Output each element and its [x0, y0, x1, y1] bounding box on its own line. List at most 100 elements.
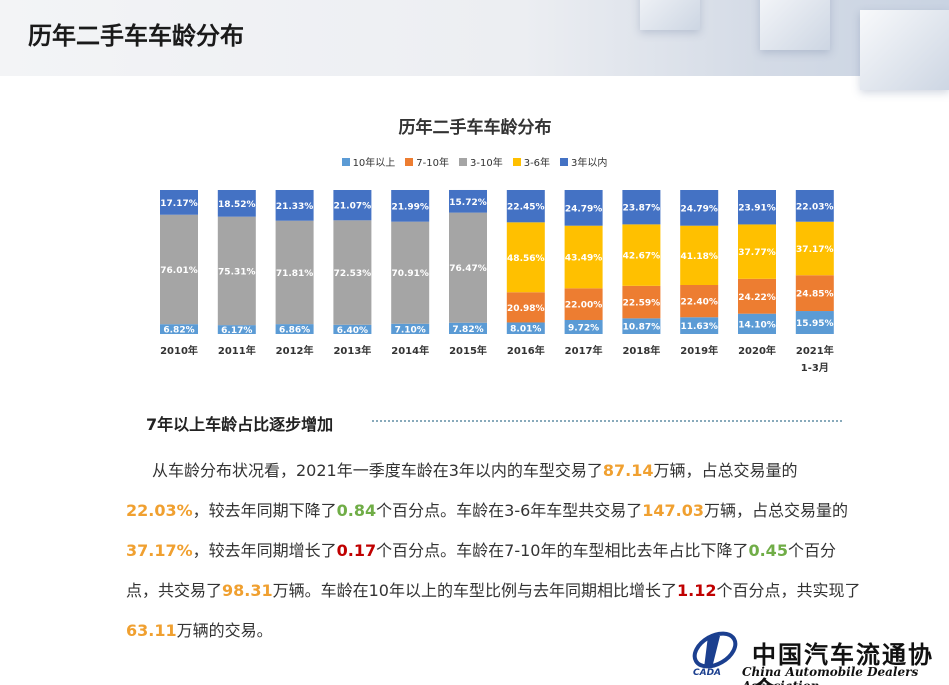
bar-segment [622, 190, 661, 225]
value-label: 20.98% [507, 304, 545, 314]
value-label: 75.31% [218, 267, 256, 277]
legend-label: 3-6年 [523, 158, 551, 169]
value-label: 10.87% [623, 323, 661, 333]
bar-segment [564, 320, 603, 334]
value-label: 21.99% [391, 202, 429, 212]
x-tick-label: 2020年 [738, 346, 776, 357]
bar-segment [217, 325, 256, 334]
bar-segment [506, 322, 545, 334]
bar-segment [333, 324, 372, 334]
highlight: 37.17% [126, 541, 193, 560]
section-heading: 7年以上车龄占比逐步增加 [146, 415, 334, 434]
legend-item: 3-10年 [459, 154, 503, 169]
highlight: 0.45 [748, 541, 788, 560]
value-label: 24.79% [680, 204, 718, 214]
value-label: 22.45% [507, 203, 545, 213]
bar-segment [738, 278, 776, 314]
value-label: 43.49% [565, 254, 603, 264]
x-tick-label: 2012年 [275, 346, 314, 357]
text-run: 万辆的交易。 [176, 621, 273, 640]
legend-swatch [512, 157, 521, 166]
value-label: 37.17% [796, 245, 834, 255]
highlight: 1.12 [677, 581, 717, 600]
value-label: 24.79% [565, 204, 603, 214]
value-label: 18.52% [218, 200, 256, 210]
text-run: ，较去年同期下降了 [192, 501, 337, 520]
value-label: 24.85% [796, 290, 834, 300]
bar-segment [391, 323, 430, 334]
highlight: 0.17 [336, 541, 377, 560]
bar-segment [738, 224, 776, 279]
value-label: 6.86% [279, 326, 310, 336]
bar-segment [564, 225, 603, 289]
highlight: 147.03 [642, 501, 705, 520]
bar-segment [680, 225, 719, 285]
logo-text: CADA [693, 668, 722, 678]
x-tick-label: 2016年 [506, 346, 545, 357]
decor [640, 0, 700, 30]
legend-swatch [341, 157, 350, 166]
x-tick-label: 2019年 [680, 346, 719, 357]
x-tick-label: 2021年 1-3月 [795, 346, 834, 374]
bar-segment [506, 190, 545, 223]
value-label: 76.47% [449, 264, 487, 274]
legend-swatch [459, 157, 467, 166]
chart-title: 历年二手车车龄分布 [399, 117, 552, 138]
text-run: ，较去年同期增长了 [192, 541, 337, 560]
value-label: 22.03% [796, 202, 834, 212]
bar-segment [795, 221, 834, 276]
value-label: 42.67% [623, 252, 661, 262]
bar-segment [275, 190, 314, 221]
highlight: 63.11 [126, 621, 177, 640]
legend-item: 10年以上 [341, 154, 395, 169]
bar-segment [506, 222, 545, 293]
legend: 10年以上 7-10年 3-10年 3-6年 3年以内 [0, 154, 949, 169]
bar-segment [564, 288, 603, 321]
bar-segment [275, 324, 314, 334]
value-label: 11.63% [680, 322, 718, 332]
value-label: 9.72% [568, 324, 599, 334]
bar-segment [622, 285, 661, 319]
x-tick-label: 2018年 [622, 346, 661, 357]
value-label: 37.77% [738, 248, 776, 258]
x-tick-label: 2013年 [333, 346, 372, 357]
bar-segment [795, 275, 834, 312]
value-label: 15.72% [449, 198, 487, 208]
text-run: 个百分点。车龄在3-6年车型共交易了 [376, 501, 643, 520]
decor [860, 10, 949, 90]
value-label: 6.82% [163, 326, 194, 336]
bar-segment [680, 190, 719, 226]
bar-segment [506, 292, 545, 323]
value-label: 71.81% [276, 269, 314, 279]
decor [760, 0, 830, 50]
logo [692, 631, 738, 669]
x-tick-label: 2017年 [564, 346, 603, 357]
bar-segment [795, 190, 834, 222]
text-run: 从车龄分布状况看，2021年一季度车龄在3年以内的车型交易了 [152, 461, 603, 480]
legend-label: 7-10年 [416, 158, 449, 169]
text-run: 万辆，占总交易量的 [704, 501, 849, 520]
legend-swatch [560, 157, 569, 166]
org-name: 中国汽车流通协会 [752, 640, 934, 685]
bar-segment [391, 190, 430, 222]
value-label: 15.95% [796, 319, 834, 329]
value-label: 76.01% [160, 266, 198, 276]
value-label: 23.87% [623, 204, 661, 214]
value-label: 23.91% [738, 204, 776, 214]
value-label: 24.22% [738, 293, 776, 303]
bar-segment [160, 324, 198, 334]
legend-item: 3年以内 [560, 154, 607, 169]
value-label: 14.10% [738, 320, 776, 330]
highlight: 22.03% [126, 501, 193, 520]
highlight: 98.31 [222, 581, 273, 600]
highlight: 0.84 [336, 501, 377, 520]
bar-segment [217, 216, 256, 326]
bar-segment [160, 190, 198, 215]
bar-segment [738, 190, 776, 225]
bar-segment [391, 221, 430, 324]
value-label: 72.53% [334, 269, 372, 279]
value-label: 8.01% [510, 325, 541, 335]
bar-segment [333, 190, 372, 221]
header-band: 历年二手车车龄分布 [0, 0, 949, 90]
